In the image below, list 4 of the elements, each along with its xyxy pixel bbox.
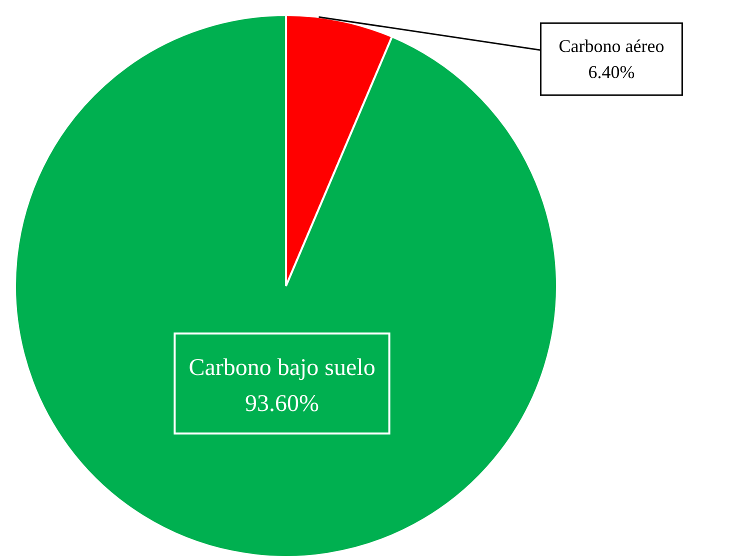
data-label: 6.40% bbox=[588, 62, 635, 82]
slice-label: Carbono aéreo bbox=[558, 36, 664, 56]
data-label: 93.60% bbox=[245, 390, 319, 417]
slice-label: Carbono bajo suelo bbox=[188, 354, 376, 381]
